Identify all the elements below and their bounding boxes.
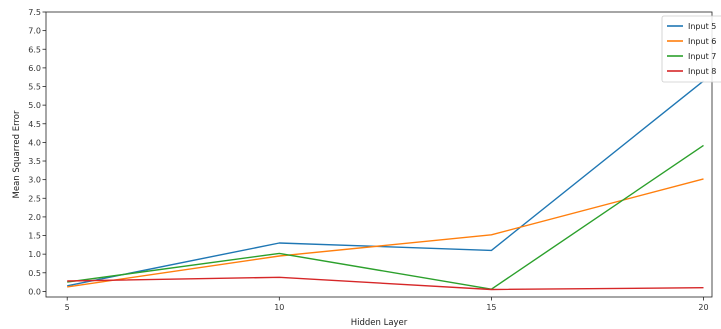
x-tick-label: 10 (274, 303, 284, 312)
y-tick-label: 3.0 (28, 176, 41, 185)
series-line-1 (67, 80, 704, 287)
y-tick-label: 2.0 (28, 213, 41, 222)
x-tick-label: 5 (65, 303, 70, 312)
y-tick-label: 2.5 (28, 194, 41, 203)
y-tick-label: 6.5 (28, 45, 41, 54)
y-tick-label: 5.5 (28, 83, 41, 92)
y-tick-label: 7.5 (28, 8, 41, 17)
y-tick-label: 7.0 (28, 27, 41, 36)
legend-label: Input 6 (688, 37, 716, 46)
x-axis-label: Hidden Layer (351, 318, 408, 328)
plot-frame (45, 11, 713, 298)
x-tick-label: 20 (698, 303, 708, 312)
y-tick-label: 0.0 (28, 287, 41, 296)
y-tick-label: 6.0 (28, 64, 41, 73)
x-tick-label: 15 (486, 303, 496, 312)
y-tick-label: 5.0 (28, 101, 41, 110)
series-layer (67, 80, 704, 291)
y-axis: 0.0 0.5 1.0 1.5 2.0 2.5 3.0 3.5 4.0 4.5 5.0 5.5 6.0 6… (28, 8, 46, 296)
y-tick-label: 4.0 (28, 138, 41, 147)
x-axis: 5 10 15 20 (65, 297, 709, 312)
series-line-2 (67, 178, 704, 288)
legend-label: Input 8 (688, 67, 716, 76)
legend: Input 5 Input 6 Input 7 Input 8 (661, 15, 721, 83)
y-tick-label: 0.5 (28, 269, 41, 278)
legend-label: Input 5 (688, 22, 716, 31)
y-tick-label: 1.5 (28, 232, 41, 241)
series-line-3 (67, 144, 704, 290)
y-axis-label: Mean Squarred Error (12, 110, 22, 198)
y-tick-label: 1.0 (28, 250, 41, 259)
y-tick-label: 3.5 (28, 157, 41, 166)
legend-label: Input 7 (688, 52, 716, 61)
y-tick-label: 4.5 (28, 120, 41, 129)
series-line-4 (67, 276, 704, 291)
legend-box (661, 15, 721, 83)
